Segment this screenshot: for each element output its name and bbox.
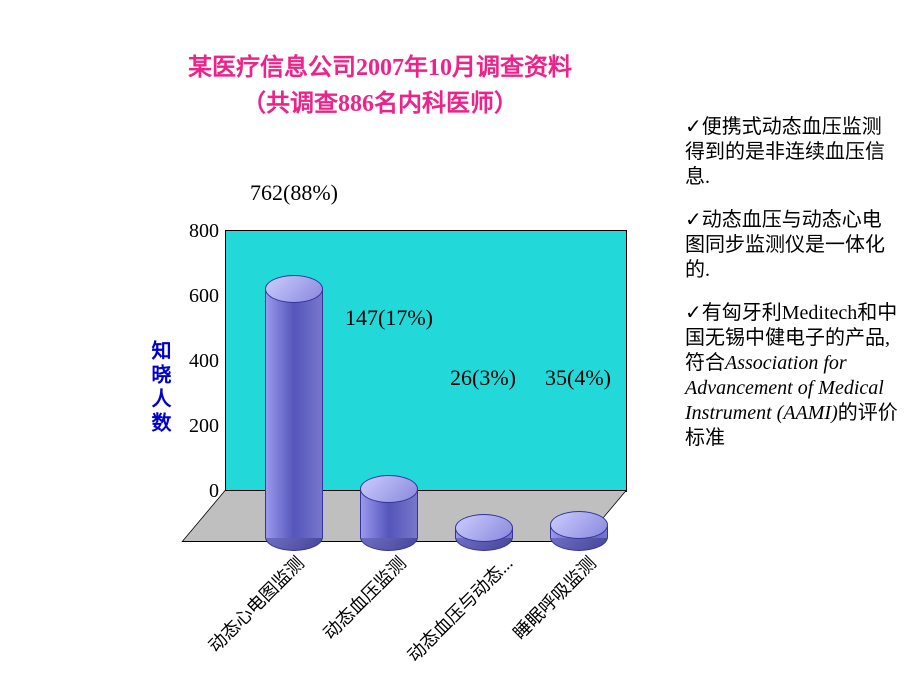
bullet-2: ✓有匈牙利Meditech和中国无锡中健电子的产品,符合Association … <box>685 301 900 451</box>
title-block: 某医疗信息公司2007年10月调查资料 （共调查886名内科医师） <box>100 50 660 122</box>
ytick-3: 600 <box>169 285 219 308</box>
ytick-4: 800 <box>169 220 219 243</box>
slide-root: 某医疗信息公司2007年10月调查资料 （共调查886名内科医师） 知晓人数 0… <box>0 0 920 690</box>
xtick-0: 动态心电图监测 <box>202 550 309 657</box>
chart-area: 知晓人数 0 200 400 600 800 <box>155 220 635 640</box>
xtick-1: 动态血压监测 <box>317 550 412 645</box>
xtick-3: 睡眠呼吸监测 <box>507 550 602 645</box>
plot: 0 200 400 600 800 <box>225 230 625 490</box>
bar-label-2: 26(3%) <box>450 365 516 391</box>
ytick-0: 0 <box>169 480 219 503</box>
bar-label-0: 762(88%) <box>250 180 338 206</box>
bullet-list: ✓便携式动态血压监测得到的是非连续血压信息. ✓动态血压与动态心电图同步监测仪是… <box>685 115 900 469</box>
ytick-1: 200 <box>169 415 219 438</box>
bar-label-1: 147(17%) <box>345 305 433 331</box>
title-line-1: 某医疗信息公司2007年10月调查资料 <box>100 50 660 86</box>
ytick-2: 400 <box>169 350 219 373</box>
bar-label-3: 35(4%) <box>545 365 611 391</box>
xtick-2: 动态血压与动态... <box>401 550 518 667</box>
title-line-2: （共调查886名内科医师） <box>100 86 660 122</box>
bullet-1: ✓动态血压与动态心电图同步监测仪是一体化的. <box>685 208 900 283</box>
bullet-0-text: 便携式动态血压监测得到的是非连续血压信息. <box>685 116 885 188</box>
bullet-0: ✓便携式动态血压监测得到的是非连续血压信息. <box>685 115 900 190</box>
bullet-1-text: 动态血压与动态心电图同步监测仪是一体化的. <box>685 209 885 281</box>
